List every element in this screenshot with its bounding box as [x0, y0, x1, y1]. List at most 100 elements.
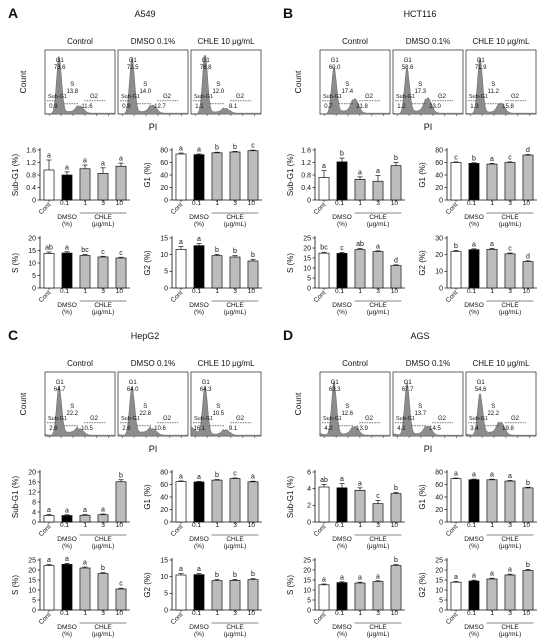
chle-unit-label: (μg/mL): [499, 543, 522, 550]
y-tick-label: 40: [435, 494, 443, 501]
x-tick-label: 1: [358, 522, 362, 529]
significance-letter: b: [215, 145, 219, 152]
s-label: S: [216, 404, 220, 410]
x-tick-label: 0.1: [192, 610, 201, 617]
dmso-group-label: DMSO: [464, 624, 484, 631]
subg1-value: 4.1: [397, 426, 406, 432]
bar: [450, 162, 462, 201]
significance-letter: b: [472, 155, 476, 162]
s-value: 13.7: [414, 411, 426, 417]
bar: [318, 177, 330, 201]
panel-d: D AGSControlG169.3S12.6Sub-G14.2G213.9DMS…: [283, 327, 537, 638]
bar: [247, 150, 259, 201]
significance-letter: a: [454, 574, 458, 581]
s-label: S: [143, 82, 147, 88]
g1-value: 71.9: [475, 65, 487, 71]
y-tick-label: 0.4: [26, 185, 36, 192]
y-tick-label: 5: [307, 597, 311, 604]
significance-letter: a: [197, 474, 201, 481]
bar-chart-3: 0 5 10 15 G2 (%) a Cont a 0.1 b 1 b 3 b 10 DMSO(%) CHLE(…: [143, 235, 262, 316]
s-value: 22.2: [66, 411, 78, 417]
significance-letter: c: [340, 245, 344, 252]
significance-letter: a: [47, 507, 51, 514]
bar-chart-1: 0 20 40 60 80 G1 (%) a Cont a 0.1 b 1 b 3 c 10 DMSO(%) CH…: [143, 143, 262, 228]
dmso-unit-label: (%): [194, 631, 204, 638]
y-tick-label: 0: [164, 519, 168, 526]
panel-c: C HepG2ControlG164.7S22.2Sub-G12.6G210.5D…: [8, 327, 262, 638]
x-tick-label: 1: [490, 200, 494, 207]
significance-letter: b: [526, 562, 530, 569]
significance-letter: a: [472, 472, 476, 479]
y-tick-label: 10: [160, 252, 168, 259]
y-axis-label: Sub-G1 (%): [11, 154, 20, 197]
significance-letter: a: [83, 158, 87, 165]
subg1-label: Sub-G1: [121, 94, 140, 100]
significance-letter: a: [340, 574, 344, 581]
y-tick-label: 0: [32, 285, 36, 292]
bar: [486, 578, 498, 611]
x-tick-label: Cont: [170, 201, 185, 216]
x-tick-label: 10: [248, 200, 256, 207]
cell-line-title: HCT116: [404, 9, 437, 19]
x-tick-label: Cont: [170, 289, 185, 304]
bar: [43, 169, 55, 201]
dmso-unit-label: (%): [469, 631, 479, 638]
flow-y-label: Count: [18, 392, 28, 415]
subg1-label: Sub-G1: [469, 94, 488, 100]
g1-value: 69.3: [329, 387, 341, 393]
bar: [468, 163, 480, 201]
significance-letter: d: [526, 253, 530, 260]
x-tick-label: 3: [101, 288, 105, 295]
x-tick-label: 3: [508, 200, 512, 207]
significance-letter: c: [376, 493, 380, 500]
y-tick-label: 40: [435, 172, 443, 179]
chle-group-label: CHLE: [94, 302, 112, 309]
y-tick-label: 5: [32, 597, 36, 604]
chle-unit-label: (μg/mL): [224, 221, 247, 228]
dmso-group-label: DMSO: [57, 624, 77, 631]
bar: [175, 574, 187, 611]
x-tick-label: 10: [248, 610, 256, 617]
bar: [193, 154, 205, 201]
s-label: S: [418, 404, 422, 410]
histogram: [44, 384, 116, 437]
dmso-group-label: DMSO: [57, 214, 77, 221]
significance-letter: a: [322, 577, 326, 584]
cell-line-title: AGS: [410, 331, 429, 341]
y-axis-label: S (%): [286, 575, 295, 595]
g2-value: 8.1: [229, 104, 238, 110]
bar: [318, 584, 330, 611]
flow-y-label: Count: [293, 392, 303, 415]
s-value: 12.0: [212, 89, 224, 95]
x-tick-label: Cont: [445, 523, 460, 538]
significance-letter: a: [508, 473, 512, 480]
significance-letter: a: [358, 575, 362, 582]
significance-letter: a: [376, 573, 380, 580]
significance-letter: a: [454, 471, 458, 478]
x-tick-label: Cont: [313, 611, 328, 626]
x-tick-label: 0.1: [467, 200, 476, 207]
bar: [504, 480, 516, 523]
histogram: [319, 66, 391, 115]
x-tick-label: 0.1: [335, 288, 344, 295]
panel-letter: C: [8, 327, 18, 343]
s-label: S: [70, 82, 74, 88]
significance-letter: b: [394, 155, 398, 162]
g2-label: G2: [236, 416, 245, 422]
chle-group-label: CHLE: [501, 214, 519, 221]
g2-label: G2: [90, 416, 99, 422]
x-tick-label: Cont: [38, 611, 53, 626]
significance-letter: b: [215, 472, 219, 479]
bar-chart-1: 0 20 40 60 80 G1 (%) a Cont a 0.1 a 1 a 3 b 10 DMSO(%) CH…: [418, 469, 537, 550]
bar: [522, 261, 534, 289]
bar-chart-0: 0 2 4 6 Sub-G1 (%) ab Cont a 0.1 a 1 c 3 b 10 DMSO(%) CH…: [286, 469, 405, 550]
y-tick-label: 1.2: [26, 160, 36, 167]
dmso-group-label: DMSO: [57, 302, 77, 309]
y-tick-label: 10: [28, 587, 36, 594]
y-tick-label: 25: [303, 235, 311, 242]
chle-group-label: CHLE: [226, 214, 244, 221]
subg1-label: Sub-G1: [48, 416, 67, 422]
bar: [336, 487, 348, 523]
